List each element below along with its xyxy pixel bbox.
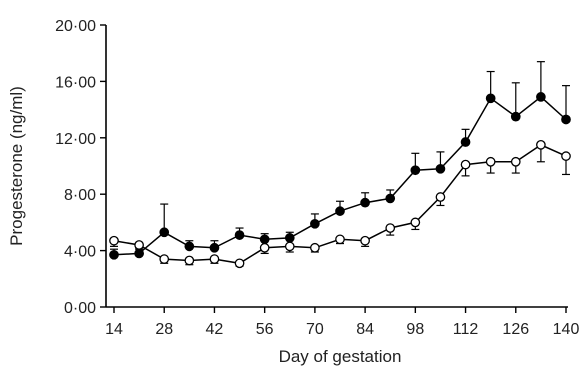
- filled-series-point: [109, 249, 119, 260]
- filled-series-point: [335, 206, 345, 216]
- filled-series-point: [536, 92, 546, 102]
- filled-series-point: [561, 114, 571, 125]
- open-series-point: [460, 159, 471, 170]
- x-tick-label: 84: [356, 321, 374, 338]
- y-axis-label: Progesterone (ng/ml): [7, 86, 26, 246]
- x-tick-label: 28: [155, 321, 173, 338]
- filled-series-point: [310, 218, 320, 229]
- x-tick-label: 112: [453, 321, 479, 338]
- filled-series-point: [485, 93, 496, 104]
- x-tick-label: 42: [206, 321, 224, 338]
- filled-series-point: [460, 137, 471, 147]
- open-series-point: [360, 235, 370, 246]
- open-series-point: [284, 241, 295, 252]
- open-series-point: [159, 254, 170, 264]
- open-series-point: [485, 156, 496, 167]
- y-tick-label: 16·00: [55, 74, 96, 91]
- filled-series-point: [234, 230, 245, 240]
- filled-series-point: [209, 242, 220, 253]
- x-tick-label: 14: [105, 321, 123, 338]
- open-series-point: [335, 234, 345, 245]
- open-series-point: [310, 242, 320, 253]
- x-tick-label: 126: [502, 321, 529, 338]
- open-series-point: [134, 240, 144, 250]
- filled-series-point: [159, 227, 170, 238]
- y-tick-label: 8·00: [64, 187, 96, 204]
- axes: 0·00 4·00 8·00 12·00 16·00 20·00 14 28 42 56 70 84 9…: [55, 18, 579, 338]
- open-series-point: [184, 255, 195, 266]
- filled-series-point: [184, 241, 195, 252]
- filled-series-point: [510, 111, 521, 122]
- x-tick-label: 98: [406, 321, 424, 338]
- open-series-point: [259, 242, 270, 253]
- x-tick-label: 140: [553, 321, 580, 338]
- filled-series-line: [113, 95, 567, 256]
- y-tick-label: 20·00: [55, 18, 96, 35]
- y-tick-label: 4·00: [64, 244, 96, 261]
- open-series-point: [536, 140, 546, 150]
- plot-area: [109, 61, 571, 269]
- filled-series-point: [410, 165, 421, 176]
- open-series-point: [510, 156, 521, 167]
- open-series-point: [410, 217, 421, 228]
- y-tick-label: 12·00: [55, 131, 96, 148]
- x-tick-label: 70: [306, 321, 324, 338]
- open-series-point: [109, 235, 119, 246]
- open-series-point: [234, 258, 245, 269]
- y-tick-label: 0·00: [64, 300, 96, 317]
- open-series-point: [435, 192, 446, 202]
- x-axis-label: Day of gestation: [279, 347, 402, 366]
- x-tick-label: 56: [256, 321, 274, 338]
- open-series-point: [385, 223, 396, 233]
- filled-series-point: [284, 233, 295, 243]
- filled-series-point: [385, 193, 396, 204]
- filled-series-point: [259, 234, 270, 245]
- filled-series-point: [134, 248, 144, 259]
- open-series-point: [561, 151, 571, 161]
- filled-series-point: [435, 163, 446, 174]
- open-series-point: [209, 254, 220, 264]
- filled-series-point: [360, 197, 370, 208]
